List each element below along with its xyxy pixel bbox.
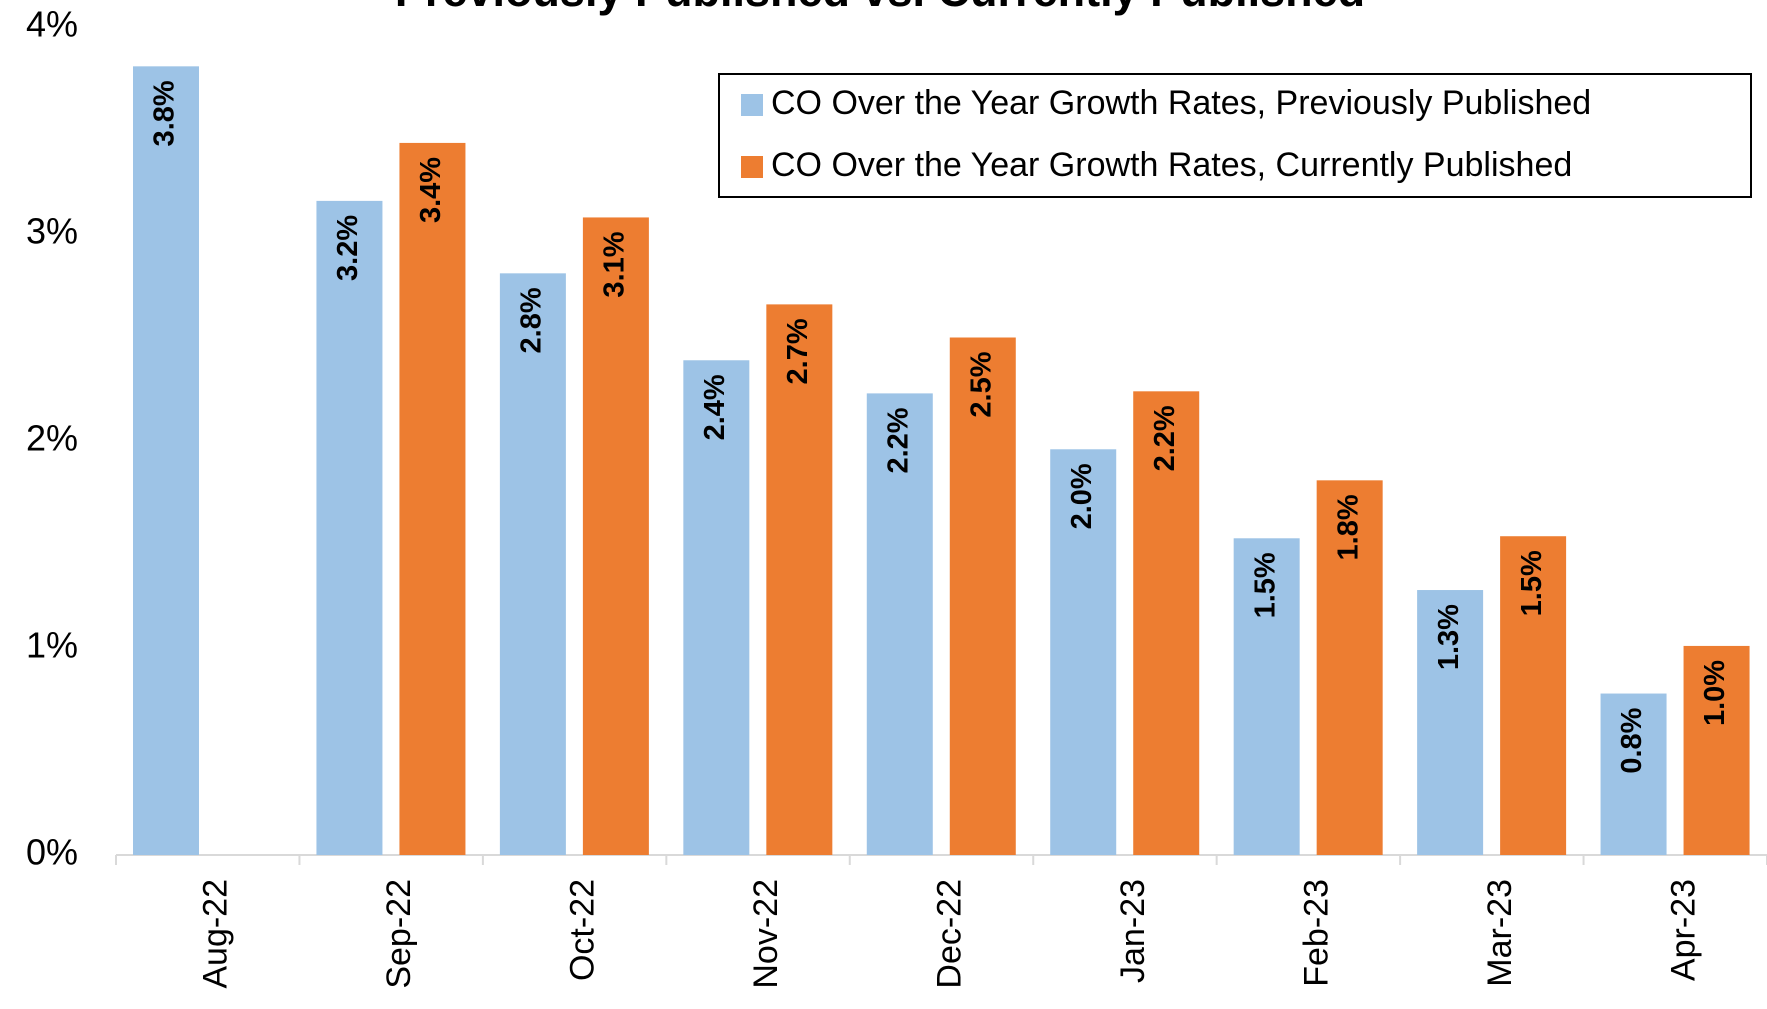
y-tick-label: 3% [26, 211, 78, 252]
y-tick-label: 4% [26, 4, 78, 45]
x-tick-label: Jan-23 [1114, 879, 1152, 983]
bar [582, 217, 649, 855]
bar [949, 337, 1016, 855]
data-label: 2.2% [882, 407, 914, 473]
x-tick-label: Apr-23 [1664, 879, 1702, 981]
data-label: 1.5% [1516, 550, 1548, 616]
bar [766, 304, 833, 855]
bar [1500, 536, 1567, 855]
legend-label: CO Over the Year Growth Rates, Previousl… [771, 84, 1591, 122]
data-label: 3.4% [415, 157, 447, 223]
data-label: 0.8% [1616, 707, 1648, 773]
legend-swatch [741, 94, 763, 116]
data-label: 1.3% [1433, 604, 1465, 670]
y-tick-label: 1% [26, 625, 78, 666]
x-tick-label: Mar-23 [1481, 879, 1519, 987]
legend-swatch [741, 156, 763, 178]
bar [1233, 538, 1300, 855]
bar [1683, 645, 1750, 855]
x-tick-label: Feb-23 [1297, 879, 1335, 987]
bar [1133, 391, 1200, 855]
bar [683, 360, 750, 855]
data-label: 1.8% [1332, 494, 1364, 560]
bar [499, 273, 566, 856]
bar [133, 66, 199, 855]
data-label: 2.0% [1066, 463, 1098, 529]
data-label: 2.8% [516, 287, 548, 353]
bar [1600, 693, 1667, 855]
bar [1050, 449, 1117, 855]
x-tick-label: Sep-22 [380, 879, 418, 989]
data-label: 1.5% [1249, 552, 1281, 618]
chart-title: Previously Published vs. Currently Publi… [395, 0, 1365, 16]
bar [866, 393, 933, 855]
y-tick-label: 2% [26, 418, 78, 459]
data-label: 1.0% [1699, 660, 1731, 726]
x-tick-label: Aug-22 [197, 879, 235, 989]
bar [1417, 590, 1484, 855]
data-label: 2.2% [1149, 405, 1181, 471]
bar [316, 200, 383, 855]
y-tick-label: 0% [26, 832, 78, 873]
data-label: 2.4% [699, 374, 731, 440]
bar [399, 142, 466, 856]
x-tick-label: Oct-22 [564, 879, 602, 981]
bar [1316, 480, 1383, 855]
x-tick-label: Nov-22 [747, 879, 785, 989]
data-label: 2.5% [965, 351, 997, 417]
legend-box [718, 73, 1752, 198]
x-tick-label: Dec-22 [930, 879, 968, 989]
data-label: 3.2% [332, 215, 364, 281]
data-label: 2.7% [782, 318, 814, 384]
data-label: 3.1% [599, 231, 631, 297]
data-label: 3.8% [149, 80, 181, 146]
legend-label: CO Over the Year Growth Rates, Currently… [771, 146, 1572, 184]
